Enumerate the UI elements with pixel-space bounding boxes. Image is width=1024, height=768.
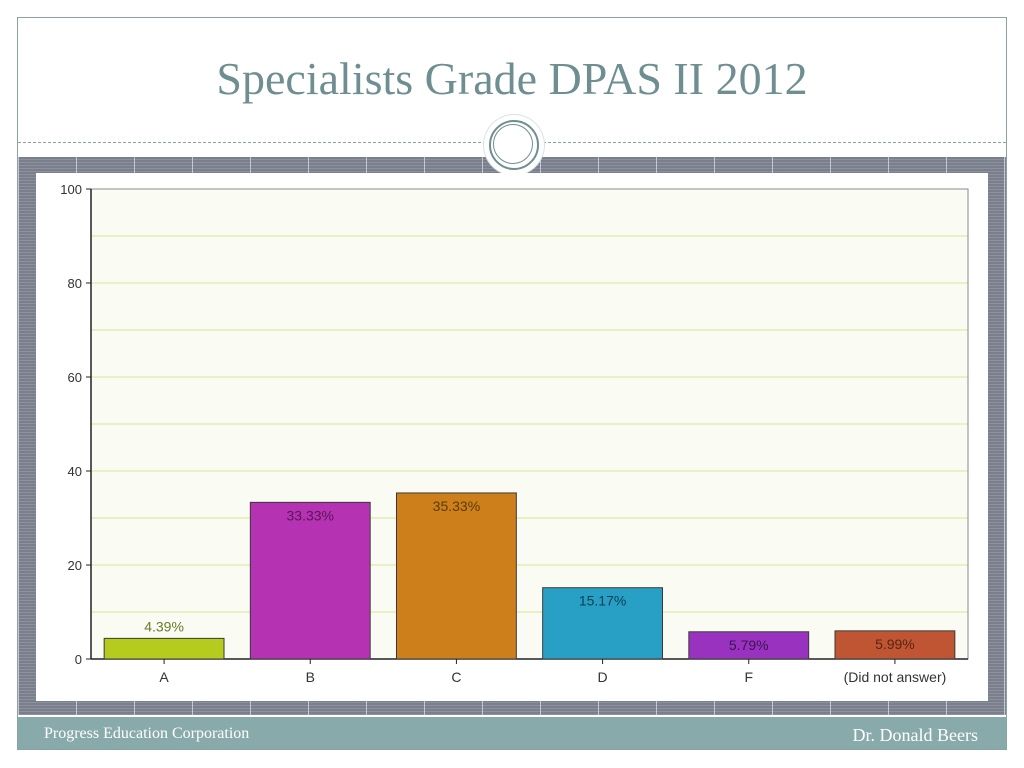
category-label: B — [306, 669, 315, 685]
category-label: C — [451, 669, 461, 685]
footer-bar: Progress Education Corporation Dr. Donal… — [18, 715, 1006, 749]
circle-emblem-icon — [484, 115, 544, 175]
bar — [103, 637, 225, 660]
category-label: F — [744, 669, 753, 685]
bar — [249, 501, 371, 660]
bar-chart: 0 20 40 60 80 100 A 4.39% B 33.33% C 35.33% D 15.17% F… — [60, 182, 969, 685]
chart-panel: 0 20 40 60 80 100 A 4.39% B 33.33% C 35.33% D 15.17% F… — [36, 173, 988, 701]
data-label: 5.79% — [729, 637, 769, 653]
slide-title: Specialists Grade DPAS II 2012 — [216, 53, 808, 104]
data-label: 33.33% — [287, 507, 334, 523]
data-label: 35.33% — [433, 498, 480, 514]
category-label: A — [159, 669, 169, 685]
title-area: Specialists Grade DPAS II 2012 — [18, 18, 1006, 144]
y-tick-label: 0 — [75, 652, 82, 667]
footer-author: Dr. Donald Beers — [852, 725, 978, 745]
y-tick-label: 80 — [68, 276, 82, 291]
y-tick-label: 60 — [68, 370, 82, 385]
category-label: (Did not answer) — [844, 669, 947, 685]
y-tick-label: 20 — [68, 558, 82, 573]
category-label: D — [598, 669, 608, 685]
data-label: 4.39% — [144, 618, 184, 634]
data-label: 5.99% — [875, 636, 915, 652]
y-tick-label: 100 — [60, 182, 82, 197]
y-tick-label: 40 — [68, 464, 82, 479]
slide: Specialists Grade DPAS II 2012 0 20 40 60 80… — [17, 17, 1007, 750]
bar — [395, 492, 517, 660]
footer-organization: Progress Education Corporation — [44, 725, 250, 742]
bar — [688, 631, 810, 660]
data-label: 15.17% — [579, 593, 626, 609]
bar — [834, 630, 956, 660]
